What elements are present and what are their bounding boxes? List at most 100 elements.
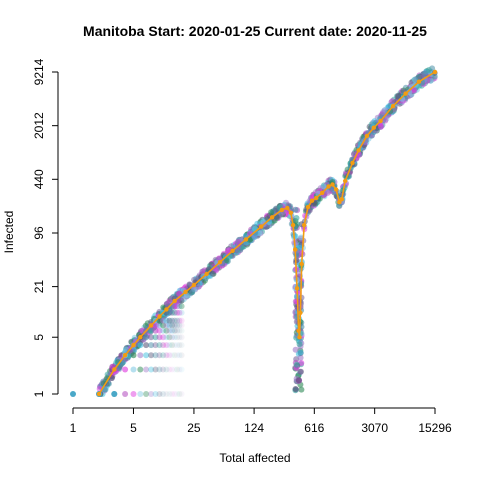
sim-point (178, 309, 185, 316)
sim-point (137, 352, 144, 359)
sim-point (324, 189, 331, 196)
data-point (305, 204, 311, 210)
sim-point (425, 67, 432, 73)
sim-point (160, 322, 167, 329)
chart-title: Manitoba Start: 2020-01-25 Current date:… (83, 23, 427, 39)
data-point (403, 91, 408, 96)
y-axis: 1 5 21 96 440 2012 9214 (32, 58, 59, 397)
sim-point (143, 391, 150, 397)
data-point (314, 195, 319, 201)
x-tick-label: 5 (130, 421, 137, 435)
data-point (339, 197, 344, 202)
sim-point (174, 352, 181, 359)
sim-point (178, 334, 185, 341)
data-point (217, 260, 223, 265)
sim-point (156, 334, 163, 341)
sim-point (171, 317, 178, 324)
data-point (279, 207, 285, 213)
sim-point (178, 297, 185, 304)
sim-point (176, 327, 183, 334)
sim-point (160, 334, 167, 341)
sim-point (156, 366, 163, 373)
sim-point (122, 366, 129, 373)
y-tick-label: 5 (32, 334, 46, 341)
sim-point (225, 247, 232, 254)
sim-point (178, 317, 185, 324)
plot-area (70, 65, 438, 397)
sim-point (178, 342, 185, 349)
data-point (326, 184, 331, 189)
sim-point (169, 309, 176, 316)
sim-point (174, 391, 181, 397)
sim-point (169, 391, 176, 397)
data-point (297, 335, 302, 340)
sim-point (166, 322, 173, 329)
sim-point (70, 391, 76, 397)
data-point (183, 289, 188, 295)
sim-point (395, 93, 402, 100)
sim-point (160, 327, 167, 334)
data-point (378, 118, 383, 124)
sim-point (156, 352, 163, 359)
sim-point (169, 366, 176, 373)
data-point (204, 271, 209, 277)
sim-point (178, 391, 185, 397)
sim-point (143, 342, 150, 349)
sim-point (160, 366, 167, 373)
sim-point (176, 317, 183, 324)
x-tick-label: 1 (70, 421, 77, 435)
data-point (172, 298, 177, 304)
x-tick-label: 124 (244, 421, 264, 435)
sim-point (166, 327, 173, 334)
sim-point (163, 352, 170, 359)
sim-point (152, 391, 159, 397)
data-point (330, 182, 335, 187)
x-tick-label: 3070 (361, 421, 388, 435)
sim-point (268, 209, 275, 216)
sim-point (171, 366, 178, 373)
sim-point (166, 317, 173, 324)
data-point (285, 205, 290, 211)
sim-point (368, 132, 375, 139)
sim-point (152, 334, 159, 341)
data-marks (96, 69, 438, 397)
data-point (131, 342, 136, 348)
sim-point (382, 117, 389, 124)
sim-point (174, 309, 181, 316)
sim-point (163, 322, 170, 329)
sim-point (148, 327, 155, 334)
sim-point (166, 342, 173, 349)
sim-point (174, 322, 181, 329)
sim-point (296, 341, 303, 348)
sim-point (195, 283, 202, 290)
sim-point (174, 303, 181, 310)
data-point (371, 125, 376, 130)
sim-point (130, 352, 137, 359)
data-point (122, 353, 128, 358)
data-point (293, 247, 298, 252)
x-tick-label: 616 (304, 421, 324, 435)
sim-point (127, 348, 133, 355)
sim-point (163, 334, 170, 341)
data-point (333, 187, 339, 192)
data-point (96, 391, 102, 397)
sim-point (386, 103, 392, 110)
sim-point (152, 352, 159, 359)
sim-point (148, 366, 155, 373)
data-point (269, 215, 275, 220)
sim-point (160, 391, 167, 397)
x-axis-label: Total affected (219, 451, 290, 465)
sim-point (143, 334, 150, 341)
sim-point (171, 352, 178, 359)
sim-point (176, 322, 183, 329)
sim-point (171, 309, 178, 316)
sim-point (199, 268, 206, 275)
sim-point (137, 391, 144, 397)
sim-point (176, 309, 183, 316)
sim-point (176, 334, 183, 341)
sim-point (297, 354, 304, 361)
sim-point (156, 342, 163, 349)
sim-point (189, 289, 196, 296)
sim-point (377, 123, 384, 130)
sim-point (130, 366, 137, 373)
